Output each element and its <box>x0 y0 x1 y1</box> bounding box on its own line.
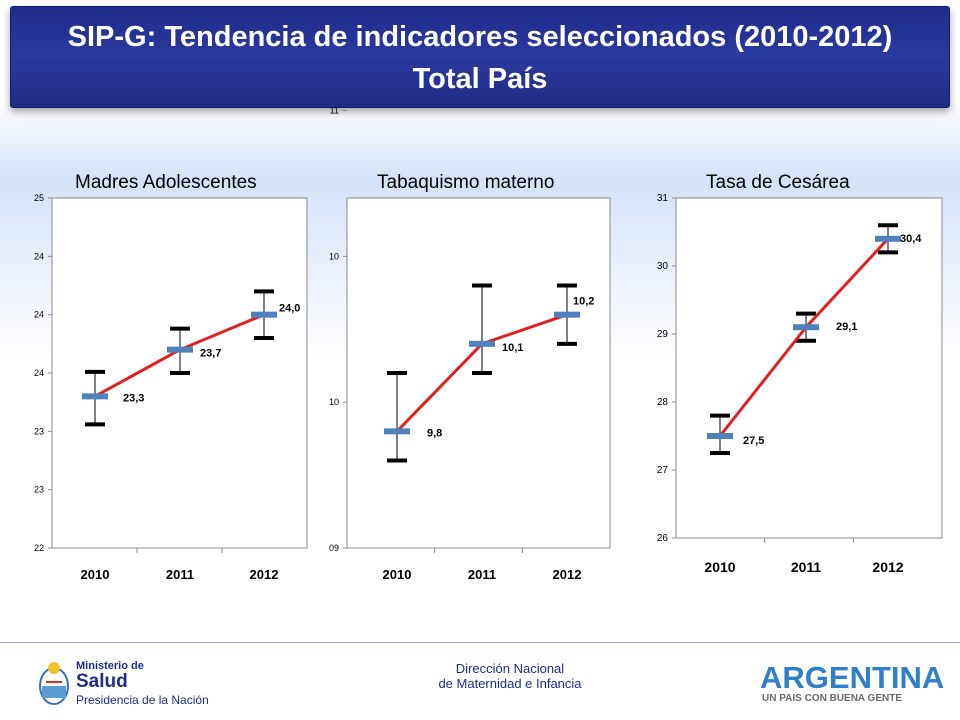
x-tick-label: 2010 <box>383 567 412 582</box>
y-tick-label: 31 <box>657 193 669 204</box>
argentina-logo: ARGENTINA UN PAIS CON BUENA GENTE <box>758 660 944 706</box>
data-point-marker <box>167 346 193 353</box>
y-tick-label: 27 <box>657 465 669 476</box>
data-point-marker <box>707 433 733 439</box>
chart-title-madres: Madres Adolescentes <box>75 172 257 193</box>
data-label: 24,0 <box>279 303 300 315</box>
title-banner: SIP-G: Tendencia de indicadores seleccio… <box>10 6 950 108</box>
ministry-big-label: Salud <box>76 671 128 692</box>
y-tick-label: 09 <box>329 543 339 553</box>
ministry-sub-label: Presidencia de la Nación <box>76 693 209 707</box>
x-tick-label: 2012 <box>872 559 903 575</box>
data-label: 23,7 <box>200 348 221 360</box>
footer-divider <box>0 642 960 643</box>
y-tick-label: 28 <box>657 397 669 408</box>
y-tick-label: 24 <box>34 251 44 261</box>
y-tick-label: 23 <box>34 426 44 436</box>
data-point-marker <box>251 311 277 318</box>
data-point-marker <box>793 324 819 331</box>
data-point-marker <box>875 235 901 242</box>
x-tick-label: 2012 <box>250 567 279 582</box>
y-tick-label: 10 <box>329 251 339 261</box>
data-point-marker <box>384 428 410 435</box>
footer-center-text: Dirección Nacional de Maternidad e Infan… <box>380 661 640 691</box>
x-tick-label: 2011 <box>791 559 822 575</box>
data-point-marker <box>469 340 495 347</box>
ministry-logo: Ministerio de Salud Presidencia de la Na… <box>36 656 226 712</box>
data-label: 23,3 <box>123 392 144 404</box>
argentina-slogan: UN PAIS CON BUENA GENTE <box>762 693 903 704</box>
y-tick-label: 30 <box>657 261 669 272</box>
data-label: 30,4 <box>900 233 922 245</box>
x-tick-label: 2010 <box>81 567 110 582</box>
data-label: 10,2 <box>573 296 594 308</box>
x-tick-label: 2011 <box>166 567 194 582</box>
x-tick-label: 2011 <box>468 567 496 582</box>
x-tick-label: 2010 <box>704 559 735 575</box>
x-tick-label: 2012 <box>553 567 582 582</box>
page-title: SIP-G: Tendencia de indicadores seleccio… <box>67 21 893 53</box>
y-tick-label: 23 <box>34 485 44 495</box>
footer-line-1: Dirección Nacional <box>455 661 565 676</box>
y-tick-label: 29 <box>657 329 669 340</box>
charts-canvas: 22 23 23 24 24 24 25 2010 2011 2012 23,3 23,7 24,0 09… <box>34 106 943 582</box>
page-subtitle: Total País <box>412 63 548 95</box>
chart-title-tabaquismo: Tabaquismo materno <box>377 172 555 193</box>
data-label: 29,1 <box>836 321 857 333</box>
y-tick-label: 10 <box>329 397 339 407</box>
y-tick-label: 11 <box>330 106 339 116</box>
y-tick-label: 24 <box>34 310 44 320</box>
y-tick-label: 25 <box>34 193 44 203</box>
data-point-marker <box>82 393 108 400</box>
coat-of-arms-icon <box>39 662 69 705</box>
plot-area <box>675 197 943 539</box>
y-tick-label: 26 <box>657 533 669 544</box>
argentina-wordmark: ARGENTINA <box>760 660 945 695</box>
y-tick-label: 24 <box>34 368 44 378</box>
ministry-small-label: Ministerio de <box>76 660 144 672</box>
data-point-marker <box>554 311 580 318</box>
y-tick-label: 22 <box>34 543 44 553</box>
data-label: 27,5 <box>743 435 764 447</box>
data-label: 10,1 <box>502 342 523 354</box>
footer-line-2: de Maternidad e Infancia <box>438 676 582 691</box>
data-label: 9,8 <box>427 427 442 439</box>
chart-title-cesarea: Tasa de Cesárea <box>706 172 850 193</box>
